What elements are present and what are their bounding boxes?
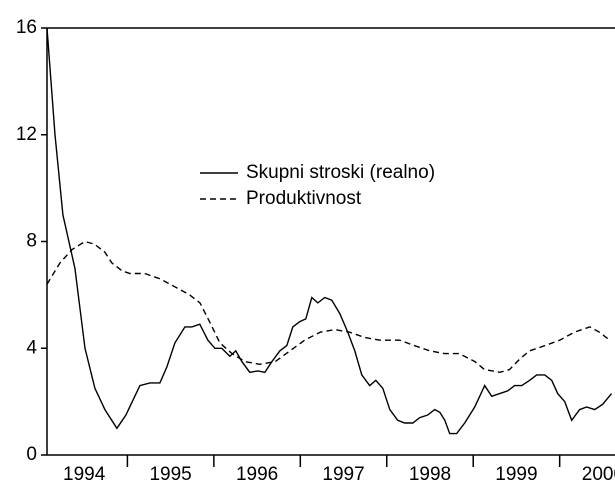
line-series (46, 27, 613, 435)
y-tick-label: 4 (26, 337, 37, 358)
x-tick-label: 1994 (63, 464, 106, 485)
y-tick-label: 0 (26, 444, 37, 465)
x-tick-label: 1999 (495, 464, 537, 485)
x-tick-label: 1997 (322, 464, 364, 485)
legend-label: Skupni stroski (realno) (246, 162, 435, 183)
legend-label: Produktivnost (246, 188, 362, 209)
x-tick-label: 2000 (582, 464, 615, 485)
x-tick-label: 1995 (149, 464, 191, 485)
y-tick-label: 16 (16, 17, 37, 38)
y-tick-label: 12 (16, 124, 37, 145)
x-tick-label: 1998 (409, 464, 451, 485)
line-series (46, 240, 611, 374)
x-tick-label: 1996 (236, 464, 278, 485)
y-tick-label: 8 (26, 231, 37, 252)
